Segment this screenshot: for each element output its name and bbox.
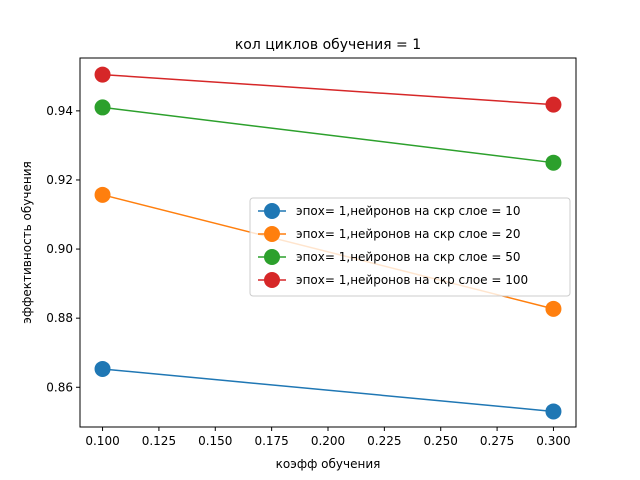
series-line-1 bbox=[102, 368, 554, 413]
data-point bbox=[94, 360, 111, 377]
x-tick-label: 0.200 bbox=[311, 434, 345, 448]
x-axis-label: коэфф обучения bbox=[276, 457, 381, 471]
y-tick-label: 0.86 bbox=[46, 380, 73, 394]
x-tick-label: 0.125 bbox=[142, 434, 176, 448]
y-tick-label: 0.90 bbox=[46, 242, 73, 256]
x-tick-label: 0.175 bbox=[254, 434, 288, 448]
legend-label: эпох= 1,нейронов на скр слое = 100 bbox=[296, 273, 528, 287]
x-tick-label: 0.100 bbox=[85, 434, 119, 448]
series-line-4 bbox=[102, 73, 554, 106]
legend-marker bbox=[264, 203, 280, 219]
x-tick-label: 0.300 bbox=[536, 434, 570, 448]
data-point bbox=[545, 403, 562, 420]
legend-marker bbox=[264, 272, 280, 288]
data-point bbox=[545, 300, 562, 317]
x-tick-label: 0.275 bbox=[480, 434, 514, 448]
y-axis-label: эффективность обучения bbox=[20, 161, 34, 323]
legend-label: эпох= 1,нейронов на скр слое = 50 bbox=[296, 250, 521, 264]
y-tick-label: 0.88 bbox=[46, 311, 73, 325]
data-point bbox=[94, 186, 111, 203]
legend-marker bbox=[264, 249, 280, 265]
x-tick-label: 0.150 bbox=[198, 434, 232, 448]
data-point bbox=[545, 154, 562, 171]
plot-area: 0.100 0.125 0.150 0.175 0.200 0.225 0.250 0.275… bbox=[46, 57, 577, 448]
data-point bbox=[94, 66, 111, 83]
data-point bbox=[545, 96, 562, 113]
legend-box bbox=[249, 197, 571, 297]
x-tick-label: 0.250 bbox=[424, 434, 458, 448]
legend-label: эпох= 1,нейронов на скр слое = 20 bbox=[296, 227, 521, 241]
legend-label: эпох= 1,нейронов на скр слое = 10 bbox=[296, 204, 521, 218]
data-point bbox=[94, 99, 111, 116]
series-line-3 bbox=[102, 106, 554, 164]
x-tick-label: 0.225 bbox=[367, 434, 401, 448]
chart-title: кол циклов обучения = 1 bbox=[235, 37, 421, 53]
y-tick-label: 0.92 bbox=[46, 173, 73, 187]
y-tick-label: 0.94 bbox=[46, 104, 73, 118]
legend-marker bbox=[264, 226, 280, 242]
